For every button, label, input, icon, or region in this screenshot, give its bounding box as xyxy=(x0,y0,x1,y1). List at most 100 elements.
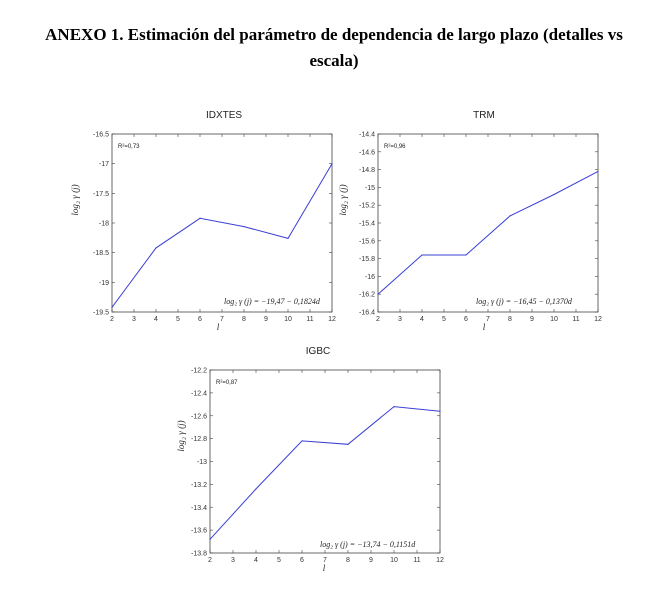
x-axis-label: l xyxy=(217,322,220,332)
y-tick-label: -12.8 xyxy=(191,436,207,443)
y-tick-label: -13 xyxy=(197,459,207,466)
y-axis-label: log₂ γ (j) xyxy=(70,184,80,215)
y-axis-label: log₂ γ (j) xyxy=(176,420,186,451)
data-point xyxy=(597,170,599,172)
x-tick-label: 7 xyxy=(220,316,224,323)
x-tick-label: 10 xyxy=(390,557,398,564)
data-point xyxy=(439,410,441,412)
x-tick-label: 7 xyxy=(323,557,327,564)
y-tick-label: -15 xyxy=(365,185,375,192)
x-tick-label: 6 xyxy=(300,557,304,564)
r-squared-label: R²=0,87 xyxy=(216,380,238,386)
r-squared-label: R²=0,96 xyxy=(384,144,406,150)
y-tick-label: -14.4 xyxy=(359,132,375,139)
x-tick-label: 3 xyxy=(398,316,402,323)
data-point xyxy=(199,217,201,219)
plot-area xyxy=(111,133,333,313)
y-tick-label: -16.5 xyxy=(93,132,109,139)
y-tick-label: -18.5 xyxy=(93,250,109,257)
x-axis-label: l xyxy=(483,322,486,332)
series-line xyxy=(377,170,599,295)
data-point xyxy=(509,215,511,217)
y-tick-label: -13.6 xyxy=(191,528,207,535)
y-tick-label: -13.4 xyxy=(191,505,207,512)
series-line xyxy=(209,406,441,540)
y-tick-label: -16.4 xyxy=(359,310,375,317)
chart-idxtes: IDXTES 2 3 4 5 6 7 8 9 10 11 12 -16.5 -17 -17.5 -18 -18.… xyxy=(70,110,336,332)
x-tick-label: 9 xyxy=(530,316,534,323)
x-tick-label: 12 xyxy=(328,316,336,323)
data-point xyxy=(465,254,467,256)
data-point xyxy=(255,488,257,490)
data-point xyxy=(553,193,555,196)
data-point xyxy=(377,293,379,295)
x-tick-label: 11 xyxy=(572,316,579,323)
y-tick-label: -16.2 xyxy=(359,292,375,299)
y-tick-label: -12.2 xyxy=(191,368,207,375)
y-tick-label: -19 xyxy=(99,280,109,287)
x-tick-label: 10 xyxy=(550,316,558,323)
data-point xyxy=(421,254,423,256)
x-tick-label: 11 xyxy=(413,557,420,564)
x-tick-label: 12 xyxy=(436,557,444,564)
x-tick-label: 6 xyxy=(198,316,202,323)
y-tick-label: -15.8 xyxy=(359,256,375,263)
x-tick-label: 2 xyxy=(376,316,380,323)
y-tick-label: -14.8 xyxy=(359,167,375,174)
x-tick-label: 4 xyxy=(154,316,158,323)
data-point xyxy=(331,163,333,165)
x-tick-label: 2 xyxy=(208,557,212,564)
series-line xyxy=(111,163,333,308)
x-tick-label: 8 xyxy=(242,316,246,323)
x-tick-label: 12 xyxy=(594,316,602,323)
y-tick-label: -13.2 xyxy=(191,482,207,489)
y-tick-label: -13.8 xyxy=(191,551,207,558)
regression-equation: log₂ γ (j) = −16,45 − 0,1370d xyxy=(476,297,573,306)
plot-area xyxy=(209,369,441,554)
chart-title: IGBC xyxy=(306,346,330,357)
y-tick-label: -19.5 xyxy=(93,310,109,317)
regression-equation: log₂ γ (j) = −19,47 − 0,1824d xyxy=(224,297,321,306)
y-tick-label: -15.2 xyxy=(359,203,375,210)
x-tick-label: 9 xyxy=(264,316,268,323)
x-tick-label: 4 xyxy=(420,316,424,323)
y-tick-label: -15.4 xyxy=(359,221,375,228)
x-axis-label: l xyxy=(323,563,326,573)
x-tick-label: 11 xyxy=(306,316,313,323)
data-point xyxy=(209,538,211,540)
x-tick-label: 3 xyxy=(132,316,136,323)
x-tick-label: 5 xyxy=(277,557,281,564)
x-tick-label: 4 xyxy=(254,557,258,564)
chart-trm: TRM 2 3 4 5 6 7 8 9 10 11 12 -14.4 -14.6 -14.8 -15 -15.2… xyxy=(338,110,602,332)
x-tick-label: 5 xyxy=(176,316,180,323)
chart-title: IDXTES xyxy=(206,110,242,121)
y-axis-label: log₂ γ (j) xyxy=(338,184,348,215)
x-tick-label: 6 xyxy=(464,316,468,323)
r-squared-label: R²=0,73 xyxy=(118,144,140,150)
y-tick-label: -17 xyxy=(99,161,109,168)
chart-title: TRM xyxy=(473,110,495,121)
chart-igbc: IGBC 2 3 4 5 6 7 8 9 10 11 12 -12.2 -12.4 -12.6 -12.8 -1… xyxy=(176,346,444,573)
data-point xyxy=(243,225,245,228)
heading-line-1: ANEXO 1. Estimación del parámetro de dep… xyxy=(45,25,623,44)
plot-area xyxy=(377,133,599,313)
x-tick-label: 2 xyxy=(110,316,114,323)
regression-equation: log₂ γ (j) = −13,74 − 0,1151d xyxy=(320,540,416,549)
y-tick-label: -18 xyxy=(99,221,109,228)
data-point xyxy=(111,306,113,308)
x-tick-label: 10 xyxy=(284,316,292,323)
data-point xyxy=(287,237,289,240)
x-tick-label: 8 xyxy=(508,316,512,323)
x-tick-label: 5 xyxy=(442,316,446,323)
y-tick-label: -17.5 xyxy=(93,191,109,198)
data-point xyxy=(301,440,303,442)
y-tick-label: -12.4 xyxy=(191,390,207,397)
y-tick-label: -15.6 xyxy=(359,238,375,245)
y-tick-label: -14.6 xyxy=(359,149,375,156)
data-point xyxy=(393,406,395,408)
y-tick-label: -12.6 xyxy=(191,413,207,420)
page-heading: ANEXO 1. Estimación del parámetro de dep… xyxy=(0,22,668,74)
x-tick-label: 7 xyxy=(486,316,490,323)
data-point xyxy=(347,443,349,445)
x-tick-label: 3 xyxy=(231,557,235,564)
